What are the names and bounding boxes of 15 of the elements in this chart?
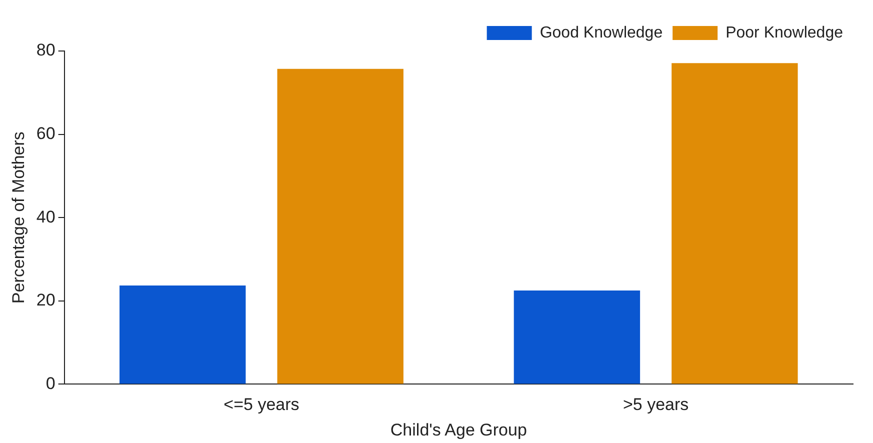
y-tick-label: 80 xyxy=(36,40,56,60)
y-axis-title: Percentage of Mothers xyxy=(8,132,28,304)
y-tick-label: 60 xyxy=(36,124,56,143)
legend-label: Good Knowledge xyxy=(540,24,663,42)
legend-label: Poor Knowledge xyxy=(726,24,844,42)
y-tick-label: 20 xyxy=(36,290,56,310)
bar xyxy=(277,68,404,384)
bar xyxy=(120,285,246,384)
x-tick-label: <=5 years xyxy=(224,395,300,414)
y-tick-label: 40 xyxy=(36,207,56,226)
x-tick-label: >5 years xyxy=(622,395,689,414)
x-axis-title: Child's Age Group xyxy=(390,420,527,440)
y-tick-label: 0 xyxy=(46,374,56,393)
bar xyxy=(514,290,640,384)
bar xyxy=(672,63,798,384)
